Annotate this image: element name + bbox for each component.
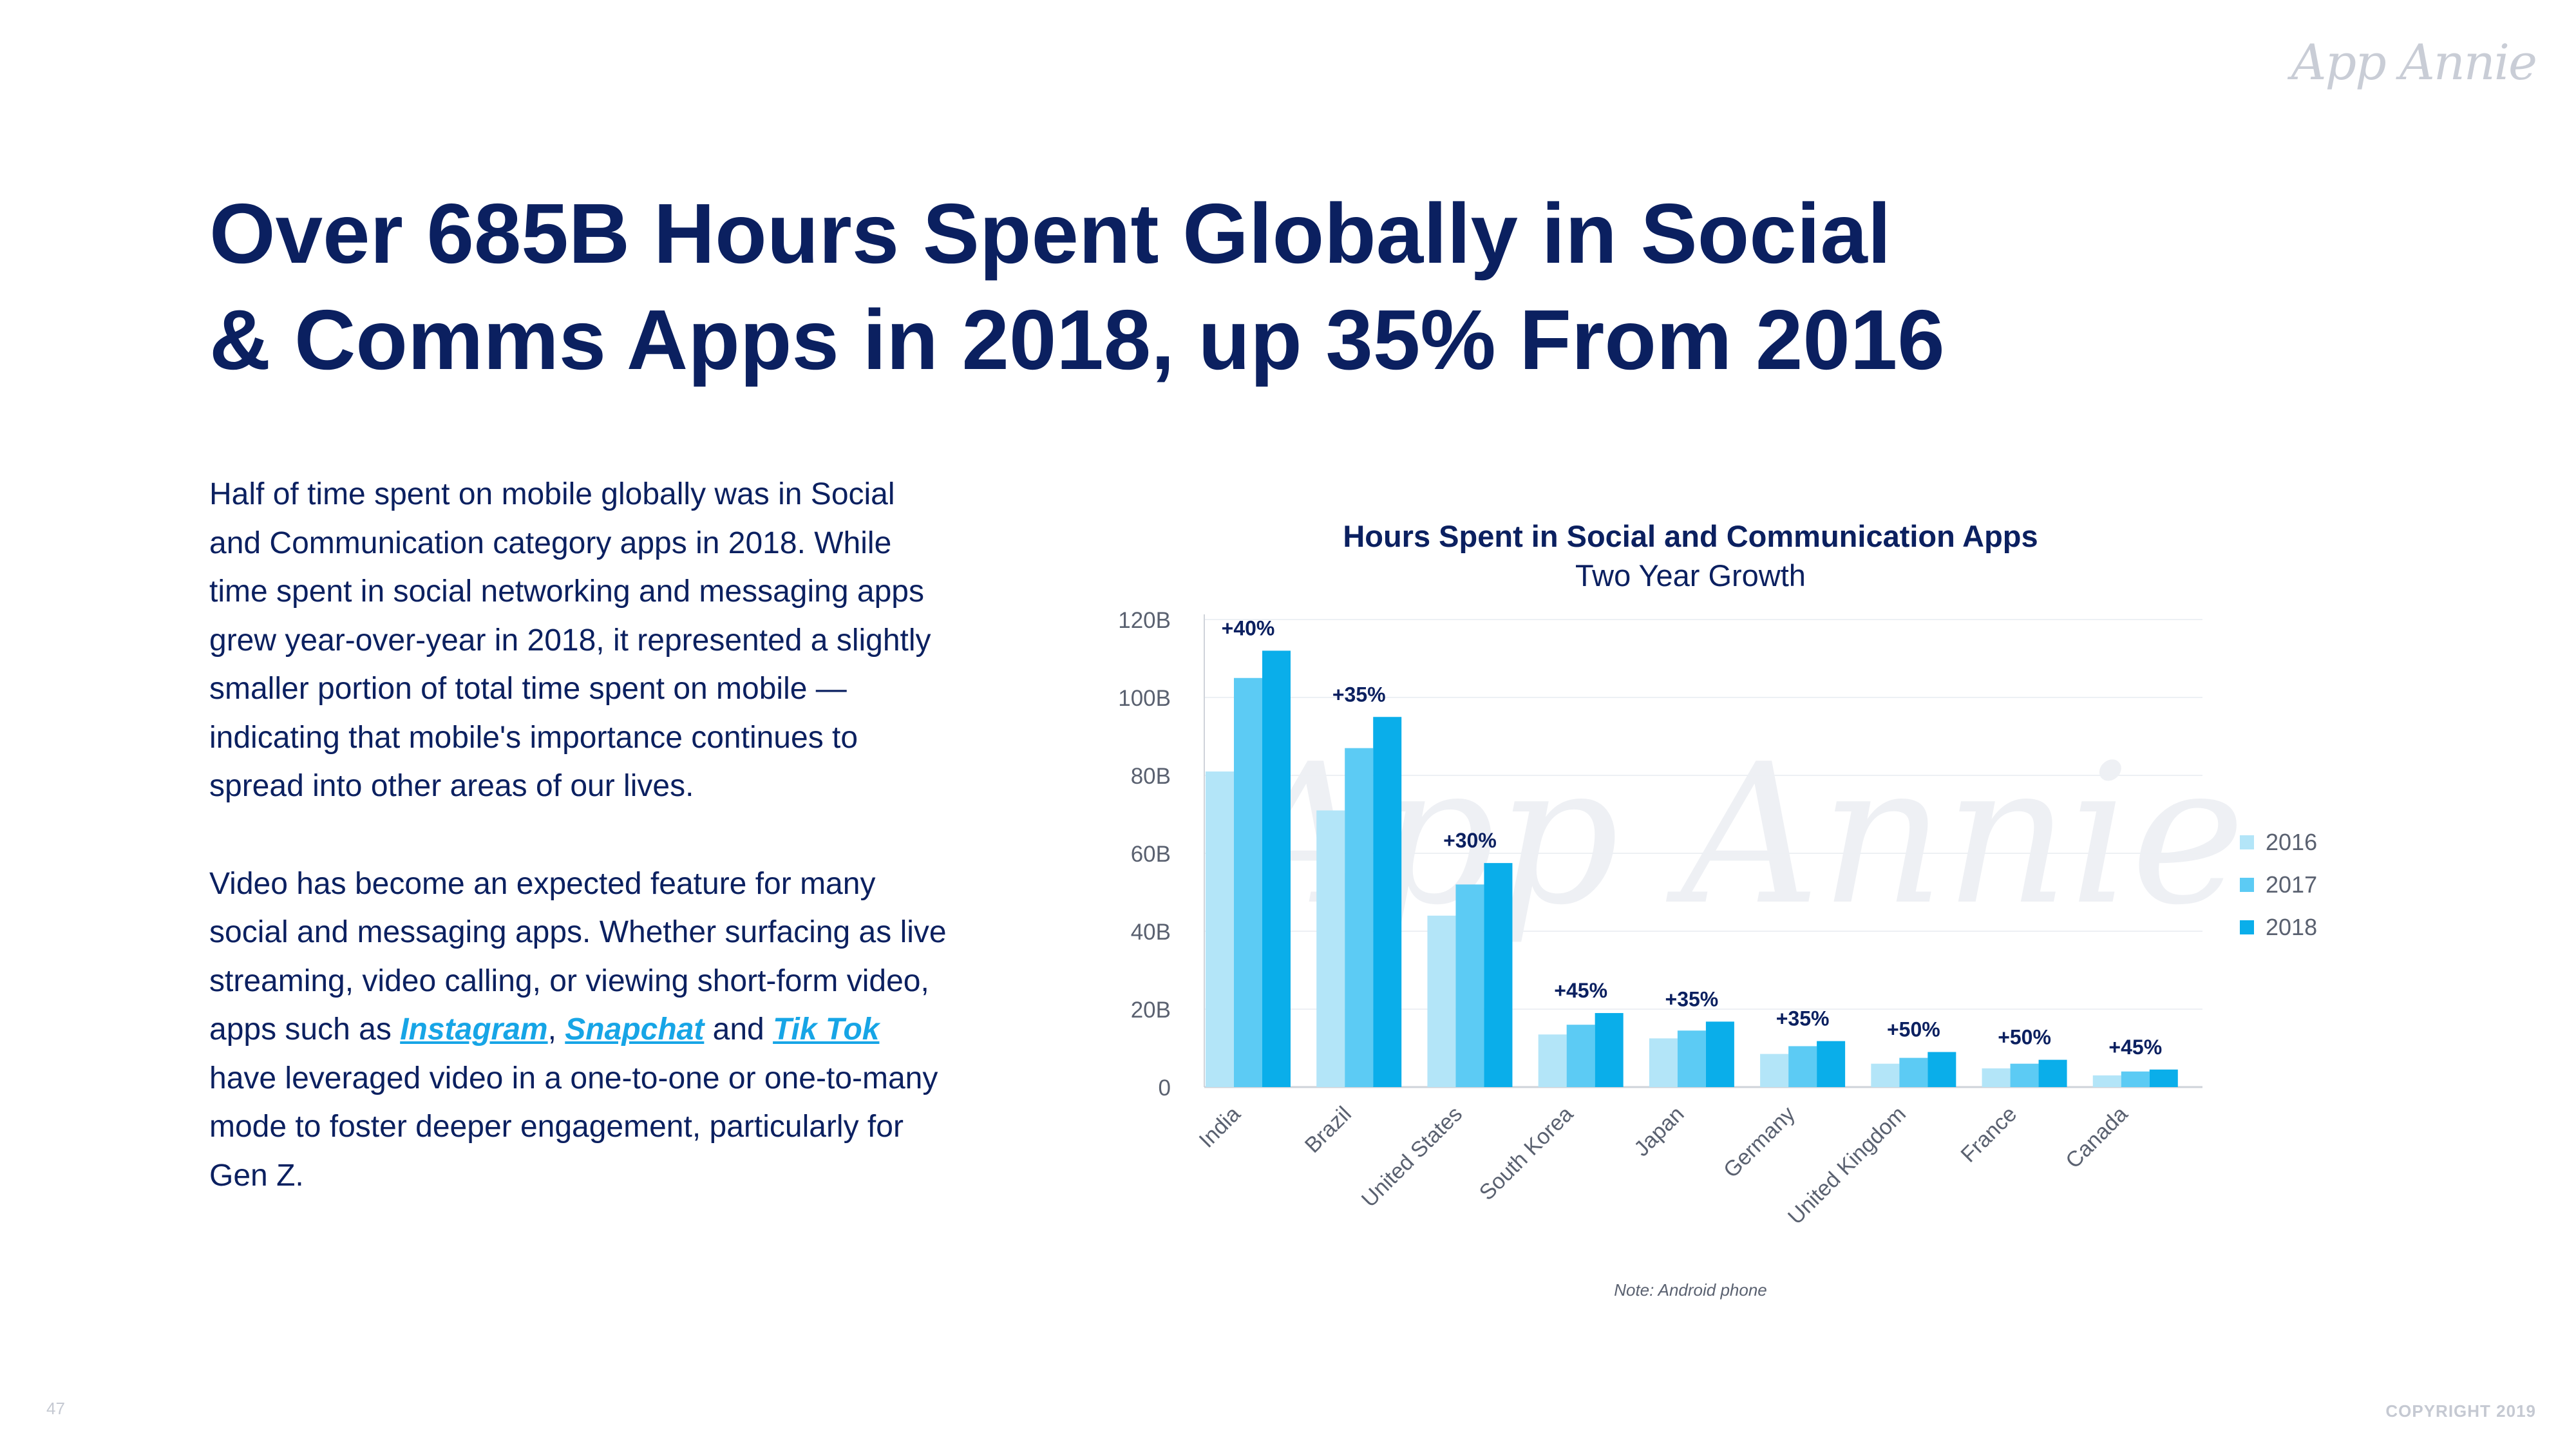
bar-2018 [1705,1021,1734,1087]
legend-swatch-2018 [2240,920,2254,934]
bar-2016 [1649,1038,1678,1087]
bar-2018 [1595,1013,1624,1087]
growth-label: +50% [1998,1026,2051,1049]
growth-label: +40% [1222,616,1275,639]
chart-title: Hours Spent in Social and Communication … [1343,519,2038,553]
paragraph-2-text: Video has become an expected feature for… [209,866,947,1047]
legend-label-2017: 2017 [2266,871,2318,898]
bar-2017 [1455,884,1484,1087]
bar-2017 [2010,1063,2039,1087]
bar-2017 [1345,748,1374,1087]
category-label: India [1195,1102,1245,1153]
category-label: France [1956,1102,2022,1168]
bar-2016 [1538,1034,1567,1087]
bar-2018 [1817,1041,1846,1087]
bar-2018 [1927,1052,1956,1087]
bar-2016 [1427,915,1456,1087]
bar-2017 [1899,1057,1928,1087]
bar-2018 [1373,717,1402,1087]
snapchat-link[interactable]: Snapchat [565,1012,705,1046]
y-tick-label: 20B [1131,998,1171,1023]
y-tick-label: 0 [1159,1075,1171,1101]
category-label: South Korea [1475,1102,1578,1206]
legend-item-2018: 2018 [2240,906,2317,949]
paragraph-1: Half of time spent on mobile globally wa… [209,477,931,803]
legend-item-2016: 2016 [2240,821,2317,864]
bar-2016 [1206,771,1234,1087]
category-label: Canada [2061,1102,2132,1173]
y-tick-label: 80B [1131,764,1171,789]
bar-2016 [1982,1068,2011,1087]
y-tick-label: 40B [1131,920,1171,945]
category-label: United States [1357,1102,1467,1212]
comma-text: , [547,1012,556,1046]
bar-2018 [1262,650,1291,1087]
growth-label: +35% [1776,1007,1830,1030]
tiktok-link[interactable]: Tik Tok [773,1012,880,1046]
title-line-2: & Comms Apps in 2018, up 35% From 2016 [209,292,1945,387]
bar-2017 [2121,1071,2150,1087]
legend-swatch-2017 [2240,878,2254,892]
bar-2018 [2038,1059,2067,1087]
bar-2016 [1316,810,1345,1087]
bar-2018 [2149,1069,2178,1087]
bar-2018 [1484,863,1513,1087]
bar-2017 [1677,1030,1706,1087]
body-text: Half of time spent on mobile globally wa… [209,470,950,1249]
growth-label: +45% [1554,979,1607,1002]
growth-label: +35% [1665,987,1719,1010]
chart-legend: 2016 2017 2018 [2240,821,2317,949]
legend-swatch-2016 [2240,835,2254,849]
app-annie-logo: App Annie [2291,33,2537,91]
growth-label: +50% [1887,1018,1940,1041]
y-tick-label: 100B [1118,686,1171,711]
legend-label-2018: 2018 [2266,914,2318,940]
y-tick-label: 120B [1118,608,1171,633]
page-number: 47 [46,1399,65,1418]
copyright: COPYRIGHT 2019 [2385,1401,2536,1421]
and-text: and [704,1012,773,1046]
category-label: Brazil [1300,1102,1356,1158]
chart-note: Note: Android phone [1614,1280,1767,1300]
growth-label: +30% [1443,829,1497,852]
category-label: Germany [1719,1102,1800,1183]
page-title: Over 685B Hours Spent Globally in Social… [209,180,2141,393]
legend-label-2016: 2016 [2266,829,2318,855]
bar-2016 [1871,1063,1900,1087]
bar-2016 [1760,1054,1789,1087]
paragraph-2-end: have leveraged video in a one-to-one or … [209,1061,938,1193]
category-label: Japan [1629,1102,1689,1161]
bar-2017 [1566,1025,1595,1087]
chart-subtitle: Two Year Growth [1575,558,1806,592]
title-line-1: Over 685B Hours Spent Globally in Social [209,186,1891,281]
growth-label: +35% [1332,683,1386,706]
bar-2016 [2092,1075,2121,1087]
legend-item-2017: 2017 [2240,864,2317,906]
bar-2017 [1788,1046,1817,1087]
category-label: United Kingdom [1783,1102,1911,1229]
paragraph-2: Video has become an expected feature for… [209,860,950,1200]
growth-label: +45% [2108,1036,2162,1059]
y-tick-label: 60B [1131,842,1171,867]
bar-2017 [1234,677,1262,1087]
instagram-link[interactable]: Instagram [400,1012,548,1046]
